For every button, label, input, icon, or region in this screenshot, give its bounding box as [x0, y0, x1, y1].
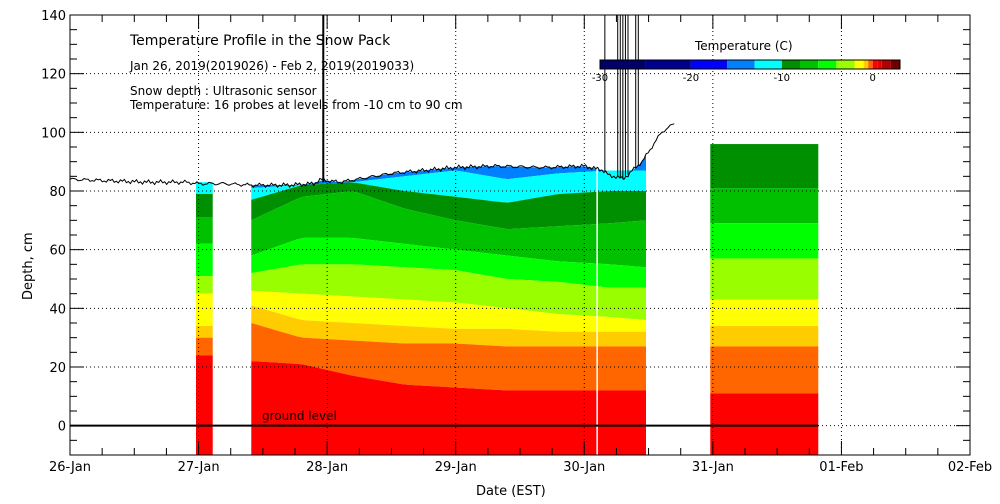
- colorbar-tick-label: -30: [592, 73, 608, 84]
- temp-band: [251, 182, 647, 230]
- temp-band: [251, 323, 647, 391]
- grid-lines: [70, 15, 970, 455]
- y-tick-label: 40: [49, 302, 66, 317]
- temp-band: [196, 217, 213, 244]
- temp-band: [196, 182, 213, 194]
- temp-band: [710, 223, 819, 259]
- temp-band: [196, 276, 213, 294]
- temperature-blocks: [196, 144, 819, 455]
- temp-band: [710, 346, 819, 394]
- y-tick-label: 20: [49, 361, 66, 376]
- colorbar-bin: [890, 60, 900, 69]
- colorbar-bin: [868, 60, 873, 69]
- temp-band: [251, 361, 647, 455]
- temp-band: [710, 188, 819, 224]
- y-tick-label: 80: [49, 185, 66, 200]
- colorbar-bin: [690, 60, 728, 69]
- x-tick-label: 29-Jan: [435, 460, 477, 475]
- colorbar-bin: [881, 60, 891, 69]
- temp-band: [196, 243, 213, 277]
- colorbar-bin: [872, 60, 878, 69]
- temp-band: [710, 299, 819, 326]
- colorbar-bin: [754, 60, 782, 69]
- temp-band: [196, 337, 213, 356]
- note-snow-depth: Snow depth : Ultrasonic sensor: [130, 84, 317, 98]
- colorbar-frame: [599, 59, 901, 70]
- temp-band: [196, 355, 213, 455]
- x-axis-label: Date (EST): [476, 484, 546, 499]
- temp-band: [251, 170, 647, 203]
- temp-band: [251, 305, 647, 347]
- colorbar-bin: [645, 60, 691, 69]
- y-axis-label: Depth, cm: [21, 232, 36, 300]
- x-tick-label: 26-Jan: [49, 460, 91, 475]
- colorbar-bin: [800, 60, 819, 69]
- colorbar-bin: [877, 60, 882, 69]
- temp-band: [251, 191, 647, 268]
- temp-band: [251, 237, 647, 288]
- x-tick-label: 27-Jan: [178, 460, 220, 475]
- temp-band: [710, 258, 819, 300]
- temp-band: [251, 264, 647, 321]
- note-temperature: Temperature: 16 probes at levels from -1…: [129, 98, 463, 112]
- temp-band: [251, 290, 647, 332]
- colorbar-bin: [836, 60, 855, 69]
- temp-band: [196, 193, 213, 218]
- y-tick-label: 0: [58, 420, 66, 435]
- colorbar-tick-label: 0: [870, 73, 876, 84]
- colorbar-tick-label: -10: [774, 73, 790, 84]
- colorbar-bin: [781, 60, 800, 69]
- colorbar-bin: [863, 60, 869, 69]
- chart-subtitle: Jan 26, 2019(2019026) - Feb 2, 2019(2019…: [129, 59, 414, 73]
- temp-band: [196, 325, 213, 338]
- chart-title: Temperature Profile in the Snow Pack: [129, 33, 391, 49]
- y-tick-label: 60: [49, 244, 66, 259]
- colorbar-bin: [600, 60, 646, 69]
- snow-depth-spikes: [322, 15, 639, 183]
- temp-band: [196, 293, 213, 326]
- y-tick-label: 100: [41, 126, 66, 141]
- temp-band: [710, 325, 819, 347]
- colorbar-bin: [727, 60, 755, 69]
- x-tick-label: 01-Feb: [819, 460, 863, 475]
- colorbar: Temperature (C) -30 -20 -10 0: [592, 39, 901, 84]
- ground-level-label: ground level: [262, 409, 337, 423]
- colorbar-title: Temperature (C): [694, 39, 793, 53]
- temp-band: [251, 155, 647, 189]
- x-tick-label: 31-Jan: [692, 460, 734, 475]
- axes: 0 20 40 60 80 100 120 140 26-Jan 27-Jan 28-Jan 29-J…: [41, 9, 992, 475]
- temp-band: [710, 393, 819, 455]
- colorbar-bin: [818, 60, 837, 69]
- colorbar-tick-label: -20: [683, 73, 699, 84]
- x-tick-label: 30-Jan: [563, 460, 605, 475]
- x-tick-label: 02-Feb: [948, 460, 992, 475]
- colorbar-bin: [854, 60, 864, 69]
- x-tick-label: 28-Jan: [306, 460, 348, 475]
- y-tick-label: 120: [41, 68, 66, 83]
- temp-band: [710, 144, 819, 189]
- snow-depth-line: [69, 123, 675, 189]
- y-tick-label: 140: [41, 9, 66, 24]
